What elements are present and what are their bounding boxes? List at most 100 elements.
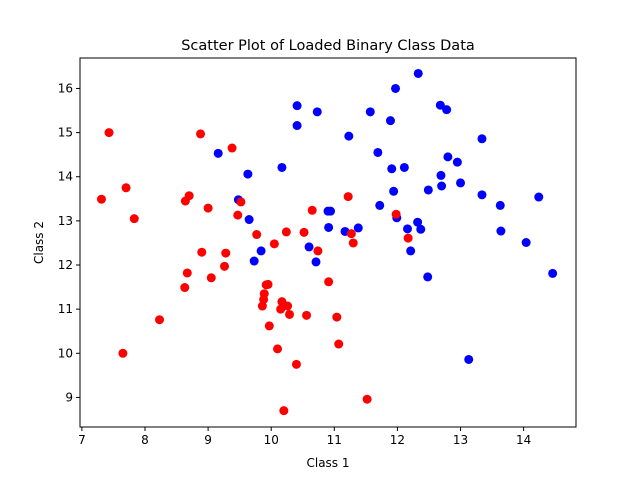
scatter-point (269, 239, 279, 249)
y-tick-label: 12 (58, 258, 73, 272)
y-axis-label: Class 2 (32, 221, 46, 264)
scatter-point (281, 227, 291, 237)
scatter-point (534, 192, 544, 202)
x-tick-label: 11 (327, 433, 342, 447)
y-tick-label: 14 (58, 170, 73, 184)
x-axis-ticks: 7 8 9 10 11 12 13 14 (78, 427, 531, 447)
scatter-point (365, 107, 375, 117)
y-tick-label: 9 (65, 390, 73, 404)
plot-area-frame (79, 57, 577, 428)
scatter-point (182, 268, 192, 278)
scatter-point (324, 222, 334, 232)
scatter-point (292, 121, 302, 131)
scatter-point (96, 194, 106, 204)
scatter-point (496, 226, 506, 236)
scatter-point (334, 339, 344, 349)
scatter-point (313, 246, 323, 256)
y-tick-label: 11 (58, 302, 73, 316)
scatter-point (312, 107, 322, 117)
x-tick-label: 13 (453, 433, 468, 447)
scatter-point (344, 131, 354, 141)
scatter-point (548, 268, 558, 278)
scatter-point (326, 206, 336, 216)
scatter-point (227, 143, 237, 153)
scatter-point (311, 257, 321, 267)
scatter-point (423, 272, 433, 282)
y-tick-label: 16 (58, 81, 73, 95)
scatter-point (180, 283, 190, 293)
scatter-point (442, 105, 452, 115)
scatter-point (435, 100, 445, 110)
scatter-point (121, 183, 131, 193)
scatter-point (343, 192, 353, 202)
scatter-point (299, 227, 309, 237)
x-tick-label: 9 (204, 433, 212, 447)
scatter-point (353, 223, 363, 233)
scatter-point (452, 157, 462, 167)
scatter-point (243, 169, 253, 179)
x-tick-label: 7 (78, 433, 86, 447)
scatter-point (403, 224, 413, 234)
y-tick-label: 13 (58, 214, 73, 228)
scatter-point (413, 217, 423, 227)
scatter-point (391, 83, 401, 93)
scatter-point (423, 185, 433, 195)
x-tick-label: 12 (390, 433, 405, 447)
scatter-point (291, 359, 301, 369)
scatter-point (521, 238, 531, 247)
scatter-point (307, 205, 317, 215)
scatter-point (464, 354, 474, 364)
scatter-point (391, 209, 401, 219)
scatter-point (389, 186, 399, 196)
scatter-point (259, 289, 269, 299)
scatter-point (206, 273, 216, 283)
scatter-point (252, 230, 262, 240)
scatter-point (155, 315, 165, 325)
scatter-point (249, 256, 259, 266)
scatter-point (292, 101, 302, 111)
scatter-point (104, 128, 114, 138)
scatter-point (387, 164, 397, 174)
scatter-point (362, 394, 372, 404)
scatter-point (403, 233, 413, 243)
scatter-point (118, 348, 128, 358)
scatter-point (416, 224, 426, 234)
y-tick-label: 10 (58, 346, 73, 360)
scatter-point (437, 181, 447, 191)
scatter-point (477, 134, 487, 144)
scatter-point (236, 197, 246, 207)
scatter-point (213, 148, 223, 158)
scatter-point (406, 246, 416, 256)
scatter-point (436, 170, 446, 180)
scatter-point (443, 152, 453, 162)
scatter-point (220, 261, 230, 271)
scatter-point (477, 190, 487, 200)
scatter-point (276, 304, 286, 314)
scatter-point (264, 321, 274, 331)
x-tick-label: 14 (516, 433, 531, 447)
scatter-point (196, 129, 206, 139)
scatter-point (346, 229, 356, 239)
scatter-point (203, 203, 213, 213)
scatter-point (385, 116, 395, 126)
scatter-point (283, 301, 293, 311)
y-tick-label: 15 (58, 126, 73, 140)
scatter-point (399, 162, 409, 172)
y-axis-ticks: 9 10 11 12 13 14 15 16 (58, 81, 80, 404)
scatter-point (129, 214, 139, 224)
scatter-point (324, 277, 334, 287)
scatter-point (273, 344, 283, 354)
scatter-point (256, 246, 266, 256)
scatter-point (263, 279, 273, 289)
scatter-point (495, 200, 505, 210)
scatter-point (279, 406, 289, 416)
points-layer (96, 68, 558, 416)
scatter-point (197, 247, 207, 257)
x-tick-label: 8 (141, 433, 149, 447)
chart-title: Scatter Plot of Loaded Binary Class Data (181, 38, 475, 54)
scatter-point (184, 191, 194, 201)
scatter-point (233, 210, 243, 220)
scatter-point (375, 200, 385, 210)
